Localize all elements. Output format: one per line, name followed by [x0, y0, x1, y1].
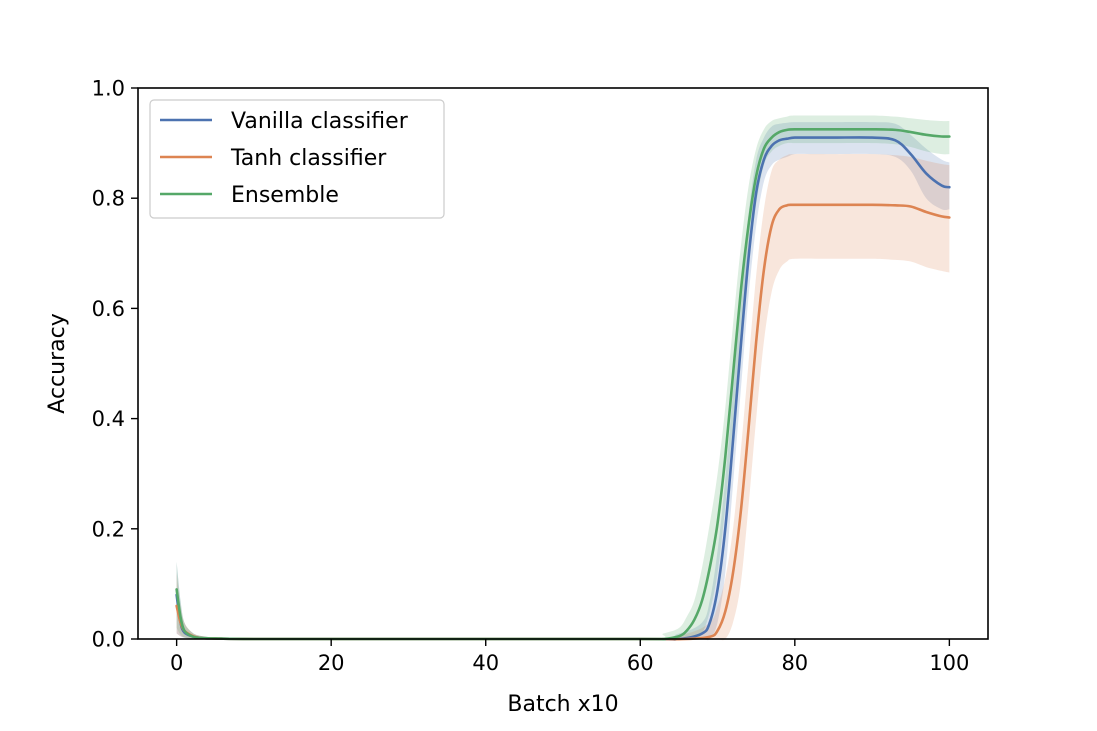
x-tick-label: 100 [929, 651, 969, 675]
axes [137, 87, 989, 640]
legend-box [149, 99, 445, 219]
ticks: 0 20 40 60 80 100 0.0 0.2 0.4 0.6 0.8 1.0 [92, 77, 970, 676]
y-tick-label: 0.0 [92, 628, 125, 652]
x-tick-label: 0 [170, 651, 183, 675]
x-tick-label: 80 [781, 651, 808, 675]
y-tick-label: 0.6 [92, 297, 125, 321]
legend-label-3: Ensemble [231, 183, 339, 208]
y-axis-label: Accuracy [45, 313, 70, 413]
x-tick-label: 20 [318, 651, 345, 675]
y-tick-label: 0.4 [92, 407, 125, 431]
y-tick-label: 0.8 [92, 187, 125, 211]
x-axis-label: Batch x10 [507, 692, 618, 717]
y-tick-label: 0.2 [92, 517, 125, 541]
plot-frame [137, 87, 989, 640]
legend-label-1: Vanilla classifier [231, 109, 409, 134]
confidence-bands [176, 115, 950, 641]
x-tick-label: 40 [472, 651, 499, 675]
confidence-band-2 [176, 154, 950, 641]
legend-label-2: Tanh classifier [230, 146, 387, 171]
x-tick-label: 60 [627, 651, 654, 675]
legend: Vanilla classifier Tanh classifier Ensembl… [149, 99, 445, 219]
y-tick-label: 1.0 [92, 77, 125, 101]
